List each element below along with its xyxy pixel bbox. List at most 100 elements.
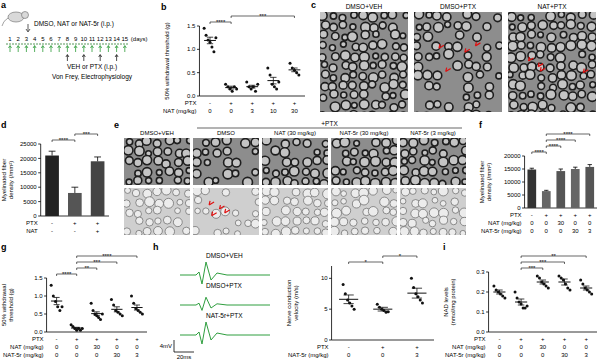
fiber [528,30,536,38]
fiber [566,41,576,51]
condition-label: NAT (mg/kg) [10,344,43,350]
arrow [528,57,533,61]
fiber [360,82,369,91]
fiber [223,169,233,179]
fiber [460,230,466,235]
fiber [323,189,328,199]
day-label: 11 [89,36,96,42]
condition-value: + [588,212,592,218]
point [547,287,550,290]
marks [492,275,593,310]
fiber [330,23,338,31]
condition-value: + [73,220,77,226]
fiber [185,190,190,197]
fiber [449,229,456,235]
fiber [360,90,368,98]
fiber [528,15,534,21]
fibers [400,188,466,235]
condition-value: - [531,212,533,218]
condition-label: PTX [32,336,44,342]
fiber [382,218,390,226]
panel-letter: f [479,120,483,130]
fiber [472,13,480,21]
fiber [146,219,153,226]
fiber [459,208,466,218]
fibers [193,188,259,235]
fiber [456,31,464,39]
point [130,295,133,298]
fiber [589,12,596,19]
x-axis [47,332,147,333]
error-bar [559,169,563,171]
condition-value: 30 [93,344,100,350]
fiber [331,226,339,235]
fiber [146,178,152,184]
fiber [302,208,309,215]
fiber [289,167,298,176]
error-bar [49,151,56,155]
y-tick-label: 0 [517,205,521,211]
fiber [485,91,493,99]
fiber [359,43,368,52]
point [503,297,506,300]
fiber [473,33,481,41]
fiber [548,105,555,112]
fiber [566,103,576,112]
y-tick-label: 15000 [20,170,37,176]
fiber [322,21,330,29]
fiber [378,61,386,69]
fiber [359,73,367,81]
fiber [527,110,536,112]
fiber [400,218,407,226]
fiber [187,138,190,144]
chart: f05000100001500020000Myelinated fiberden… [479,120,597,234]
fiber [577,22,584,29]
sig-label: *** [83,131,91,137]
fiber [262,156,270,165]
point [526,305,529,308]
fiber [463,110,473,112]
error-bar [54,297,60,304]
condition-value: 0 [115,344,119,350]
y-tick-label: 10000 [504,179,521,185]
fiber [125,188,131,193]
fiber [429,208,439,218]
fiber [517,41,525,49]
fiber [320,94,327,101]
fiber [351,228,358,235]
condition-value: - [51,220,53,226]
condition-value: - [209,100,211,106]
y-tick-label: 0 [33,213,37,219]
fiber [462,22,471,31]
fiber [433,83,440,90]
treatment-marker [107,46,110,53]
micrograph [124,138,190,185]
fiber [271,229,280,235]
point [492,285,495,288]
fiber [214,229,222,235]
fiber [408,219,416,227]
fiber [485,112,493,113]
y-tick [197,26,200,27]
condition-value: 30 [114,352,121,358]
fiber [330,13,336,19]
y-label-line: density (/mm²) [486,163,492,201]
point [132,302,135,305]
fiber [483,63,491,71]
fiber [409,157,416,164]
fiber [174,177,181,184]
scale-label: 20ms [177,354,192,360]
bar [542,191,551,208]
fiber [527,22,535,30]
fiber [313,178,319,184]
y-axis [46,278,47,332]
fiber [454,22,462,30]
trace-label: DMSO+VEH [206,252,243,259]
bar [68,193,82,216]
fiber [458,156,466,165]
fibers [414,12,502,112]
fiber [451,198,459,206]
fiber [361,218,368,225]
fiber [262,228,268,235]
fiber [379,71,386,78]
